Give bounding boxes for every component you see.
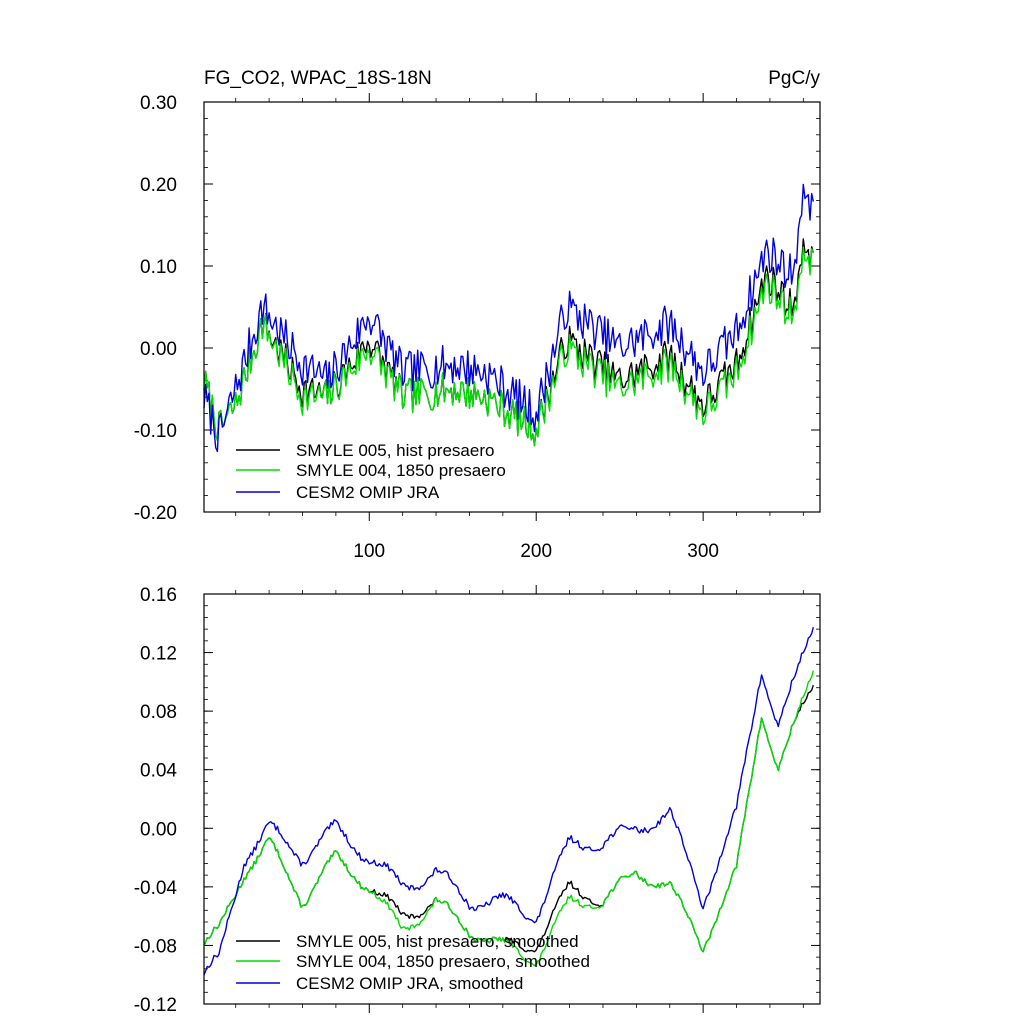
top-legend-label-smyle004: SMYLE 004, 1850 presaero <box>296 461 506 480</box>
top-legend-label-smyle005: SMYLE 005, hist presaero <box>296 441 494 460</box>
top-ytick-label: -0.10 <box>134 421 177 442</box>
bottom-series-line-3 <box>203 627 814 976</box>
top-y-axis-labels: -0.20 -0.10 0.00 0.10 0.20 0.30 <box>134 93 177 524</box>
top-legend: SMYLE 005, hist presaero SMYLE 004, 1850… <box>236 441 506 502</box>
top-ytick-label: 0.10 <box>140 257 177 278</box>
bottom-ytick-label: -0.04 <box>134 878 178 899</box>
bottom-legend-label-omip: CESM2 OMIP JRA, smoothed <box>296 974 523 993</box>
bottom-plot-frame <box>203 593 821 1005</box>
top-x-axis-labels: 100 200 300 <box>353 541 719 562</box>
bottom-legend: SMYLE 005, hist presaero, smoothed SMYLE… <box>236 932 590 993</box>
bottom-legend-label-smyle004: SMYLE 004, 1850 presaero, smoothed <box>296 952 590 971</box>
bottom-ytick-label: 0.16 <box>140 585 177 606</box>
bottom-ytick-label: 0.04 <box>140 761 177 782</box>
top-chart-title: FG_CO2, WPAC_18S-18N <box>204 68 432 89</box>
top-xtick-label: 100 <box>353 541 385 562</box>
top-series-line-3 <box>203 183 814 453</box>
top-plot-frame <box>203 101 821 513</box>
top-chart-panel: -0.20 -0.10 0.00 0.10 0.20 0.30 100 200 300 SMY… <box>134 93 821 562</box>
bottom-series-line-2 <box>203 670 814 967</box>
bottom-chart-panel: -0.12 -0.08 -0.04 0.00 0.04 0.08 0.12 0.16 SMYL… <box>134 585 821 1016</box>
bottom-series-group <box>203 627 814 976</box>
top-chart-units: PgC/y <box>768 68 820 89</box>
top-ytick-label: 0.20 <box>140 175 177 196</box>
bottom-ytick-label: 0.00 <box>140 819 177 840</box>
top-ytick-label: 0.00 <box>140 339 177 360</box>
top-legend-label-omip: CESM2 OMIP JRA <box>296 483 440 502</box>
bottom-ytick-label: -0.12 <box>134 995 177 1016</box>
top-xtick-label: 300 <box>687 541 719 562</box>
top-xtick-label: 200 <box>520 541 552 562</box>
bottom-legend-label-smyle005: SMYLE 005, hist presaero, smoothed <box>296 932 579 951</box>
bottom-series-line-1 <box>203 684 814 953</box>
bottom-ytick-label: -0.08 <box>134 936 177 957</box>
top-series-line-2 <box>203 246 814 447</box>
top-series-group <box>203 183 814 453</box>
top-ytick-label: 0.30 <box>140 93 177 114</box>
bottom-y-axis-labels: -0.12 -0.08 -0.04 0.00 0.04 0.08 0.12 0.16 <box>134 585 178 1016</box>
bottom-ytick-label: 0.12 <box>140 644 177 665</box>
bottom-ytick-label: 0.08 <box>140 702 177 723</box>
top-ytick-label: -0.20 <box>134 503 177 524</box>
